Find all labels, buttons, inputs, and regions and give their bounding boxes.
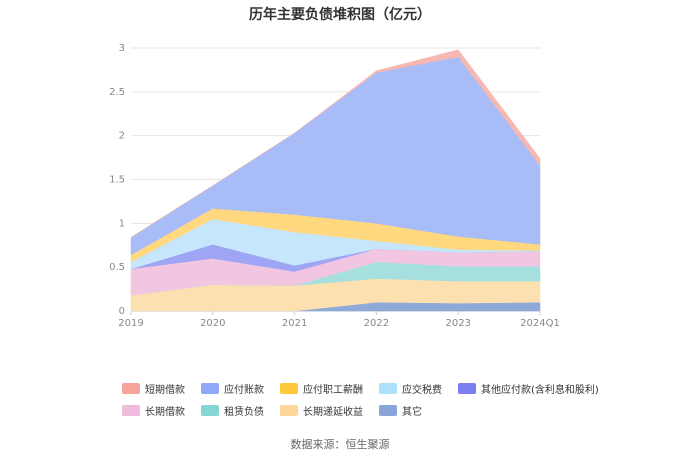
- y-tick-label: 3: [119, 43, 125, 54]
- legend-swatch: [280, 382, 298, 394]
- y-axis: 0 0.5 1 1.5 2 2.5 3: [109, 43, 125, 317]
- legend-swatch: [201, 404, 219, 416]
- legend-row-2: 长期借款 租赁负债 长期递延收益 其它: [122, 399, 582, 421]
- legend-swatch: [280, 404, 298, 416]
- y-tick-label: 0: [119, 306, 125, 317]
- legend-swatch: [458, 382, 476, 394]
- x-tick-label: 2021: [282, 318, 307, 329]
- x-tick-label: 2024Q1: [520, 318, 560, 329]
- legend-label: 长期借款: [145, 406, 185, 418]
- y-tick-label: 0.5: [109, 262, 125, 273]
- legend-item[interactable]: 应付账款: [201, 381, 264, 396]
- legend-row-1: 短期借款 应付账款 应付职工薪酬 应交税费 其他应付款(含利息和股利): [122, 377, 599, 399]
- stacked-area-chart: 2019 2020 2021 2022 2023 2024Q1 0 0.5 1 1.5 2 2.5 3: [109, 43, 560, 329]
- legend-label: 其它: [402, 406, 422, 418]
- y-tick-label: 2: [119, 131, 125, 142]
- x-tick-label: 2022: [364, 318, 389, 329]
- legend-label: 租赁负债: [224, 406, 264, 418]
- y-tick-label: 2.5: [109, 87, 125, 98]
- legend-swatch: [379, 404, 397, 416]
- legend-item[interactable]: 长期递延收益: [280, 403, 363, 418]
- legend-label: 长期递延收益: [303, 406, 363, 418]
- legend-item[interactable]: 其他应付款(含利息和股利): [458, 381, 599, 396]
- legend-label: 其他应付款(含利息和股利): [481, 384, 599, 396]
- x-tick-label: 2020: [200, 318, 225, 329]
- legend-label: 应付职工薪酬: [303, 384, 363, 396]
- legend-label: 应交税费: [402, 384, 442, 396]
- chart-title: 历年主要负债堆积图（亿元）: [249, 7, 431, 23]
- legend-item[interactable]: 其它: [379, 403, 422, 418]
- legend-label: 短期借款: [145, 384, 185, 396]
- legend-swatch: [122, 382, 140, 394]
- legend-item[interactable]: 应付职工薪酬: [280, 381, 363, 396]
- data-source-label: 数据来源：恒生聚源: [290, 438, 390, 451]
- x-tick-label: 2023: [445, 318, 470, 329]
- area-series-group: [130, 49, 541, 312]
- legend-swatch: [122, 404, 140, 416]
- x-axis: 2019 2020 2021 2022 2023 2024Q1: [118, 311, 560, 329]
- legend-item[interactable]: 应交税费: [379, 381, 442, 396]
- y-tick-label: 1.5: [109, 175, 125, 186]
- legend-swatch: [379, 382, 397, 394]
- legend-swatch: [201, 382, 219, 394]
- legend-item[interactable]: 长期借款: [122, 403, 185, 418]
- legend-item[interactable]: 短期借款: [122, 381, 185, 396]
- legend-item[interactable]: 租赁负债: [201, 403, 264, 418]
- y-tick-label: 1: [119, 218, 125, 229]
- area-series-短期借款[interactable]: [130, 49, 541, 238]
- legend-label: 应付账款: [224, 384, 264, 396]
- x-tick-label: 2019: [118, 318, 143, 329]
- legend: 短期借款 应付账款 应付职工薪酬 应交税费 其他应付款(含利息和股利) 长期借款 租赁负债…: [122, 377, 599, 421]
